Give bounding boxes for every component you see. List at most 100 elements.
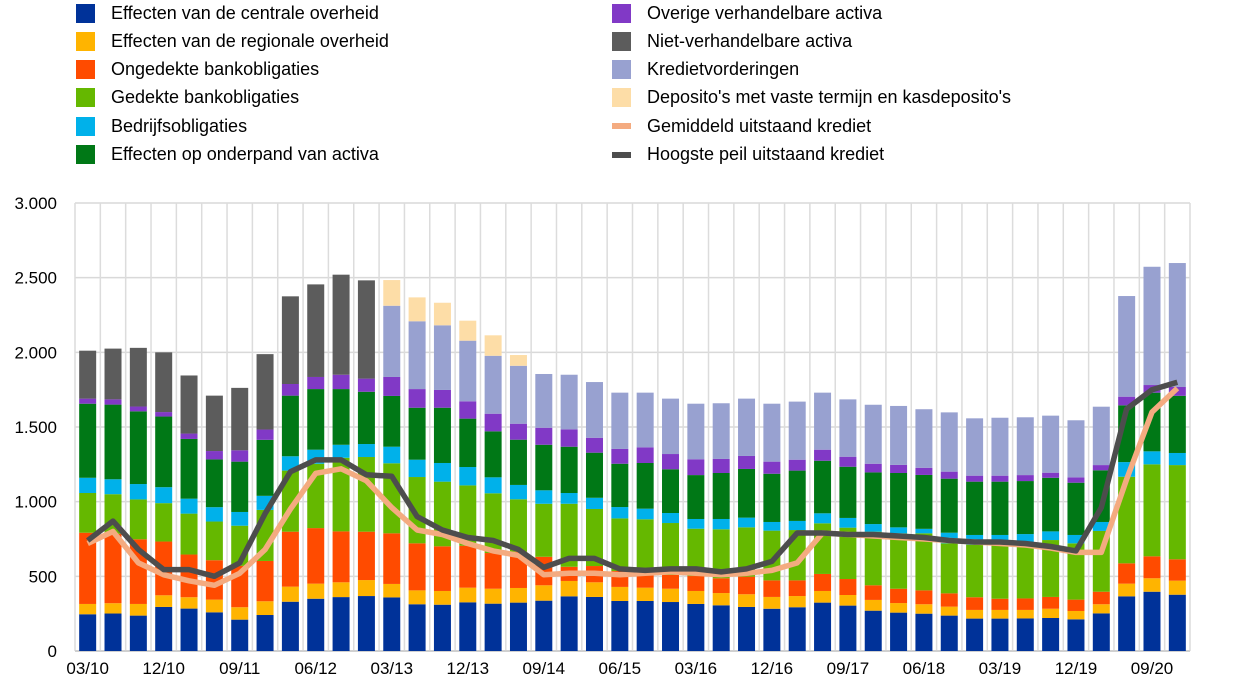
bar-segment <box>788 459 806 471</box>
bar-segment <box>1168 594 1186 651</box>
bar-segment <box>281 601 299 651</box>
bar-segment <box>1168 580 1186 595</box>
bar-segment <box>256 439 274 496</box>
bar-segment <box>712 458 730 473</box>
legend-swatch <box>612 3 631 23</box>
bar-segment <box>180 597 198 609</box>
bar-segment <box>712 518 730 530</box>
bar-segment <box>1092 591 1110 605</box>
bar-segment <box>814 449 832 461</box>
bar-segment <box>332 582 350 598</box>
bar-segment <box>307 583 325 599</box>
bar-segment <box>459 485 477 546</box>
bar-segment <box>357 580 375 597</box>
bar-segment <box>155 352 173 413</box>
bar-segment <box>180 554 198 598</box>
bar-segment <box>636 600 654 651</box>
bar-segment <box>433 546 451 591</box>
bar-segment <box>560 596 578 651</box>
bar-segment <box>1067 420 1085 478</box>
bar-segment <box>890 533 908 589</box>
legend-swatch <box>612 31 631 51</box>
bar-segment <box>1016 417 1034 476</box>
bar-segment <box>104 613 122 651</box>
bar-segment <box>788 530 806 581</box>
bar-segment <box>890 603 908 613</box>
bar-segment <box>560 374 578 430</box>
bar-segment <box>79 477 97 494</box>
legend-line-swatch <box>612 123 631 130</box>
bar-segment <box>104 603 122 614</box>
legend: Effecten van de centrale overheid Effecte… <box>0 0 1240 170</box>
bar-segment <box>535 503 553 557</box>
y-tick-label: 2.000 <box>14 343 57 362</box>
bar-segment <box>788 596 806 608</box>
bar-segment <box>1067 619 1085 651</box>
bar-segment <box>332 597 350 651</box>
bar-segment <box>585 437 603 453</box>
legend-label: Gemiddeld uitstaand krediet <box>647 115 872 136</box>
bar-segment <box>408 604 426 651</box>
bar-segment <box>636 447 654 463</box>
bar-segment <box>712 593 730 606</box>
bar-segment <box>1016 618 1034 651</box>
bar-segment <box>814 513 832 524</box>
bar-segment <box>307 528 325 584</box>
bar-segment <box>738 576 756 595</box>
bar-segment <box>636 508 654 520</box>
bar-segment <box>712 403 730 459</box>
bar-segment <box>1067 482 1085 535</box>
bar-segment <box>738 468 756 518</box>
y-tick-label: 500 <box>29 567 57 586</box>
bar-segment <box>712 578 730 594</box>
bar-segment <box>864 531 882 586</box>
legend-label: Deposito's met vaste termijn en kasdepos… <box>647 87 1012 108</box>
bar-segment <box>104 533 122 604</box>
bar-segment <box>459 340 477 402</box>
bar-segment <box>1042 477 1060 532</box>
bar-segment <box>383 395 401 447</box>
bar-segment <box>738 398 756 456</box>
bar-segment <box>231 387 249 451</box>
bar-segment <box>915 467 933 475</box>
bar-segment <box>459 418 477 468</box>
legend-item: Deposito's met vaste termijn en kasdepos… <box>612 86 1011 110</box>
bar-segment <box>1118 296 1136 397</box>
bar-segment <box>687 590 705 604</box>
legend-item: Overige verhandelbare activa <box>612 1 882 25</box>
x-tick-label: 12/16 <box>751 659 794 678</box>
bar-segment <box>966 597 984 610</box>
bar-segment <box>205 560 223 600</box>
bar-segment <box>180 513 198 555</box>
bar-segment <box>433 604 451 651</box>
bar-segment <box>966 475 984 482</box>
bar-segment <box>357 391 375 445</box>
bar-segment <box>991 417 1009 476</box>
bar-segment <box>611 448 629 464</box>
bar-segment <box>915 409 933 468</box>
legend-label: Effecten van de centrale overheid <box>111 2 379 23</box>
bar-segment <box>864 524 882 532</box>
bar-segment <box>814 602 832 651</box>
x-tick-label: 09/11 <box>219 659 260 678</box>
bar-segment <box>1016 598 1034 610</box>
bar-segment <box>383 533 401 584</box>
bar-segment <box>915 533 933 591</box>
legend-item: Hoogste peil uitstaand krediet <box>612 143 884 167</box>
legend-item: Gedekte bankobligaties <box>76 86 299 110</box>
bar-segment <box>1168 559 1186 581</box>
bar-segment <box>180 438 198 499</box>
bar-segment <box>560 446 578 494</box>
bar-segment <box>662 588 680 603</box>
bar-segment <box>281 531 299 587</box>
bar-segment <box>1092 604 1110 614</box>
bar-segment <box>231 450 249 462</box>
legend-item: Gemiddeld uitstaand krediet <box>612 114 871 138</box>
bar-segment <box>1016 481 1034 535</box>
x-tick-label: 12/19 <box>1055 659 1098 678</box>
bar-segment <box>687 475 705 519</box>
bar-segment <box>459 545 477 588</box>
bar-segment <box>1143 556 1161 579</box>
bar-segment <box>966 418 984 476</box>
